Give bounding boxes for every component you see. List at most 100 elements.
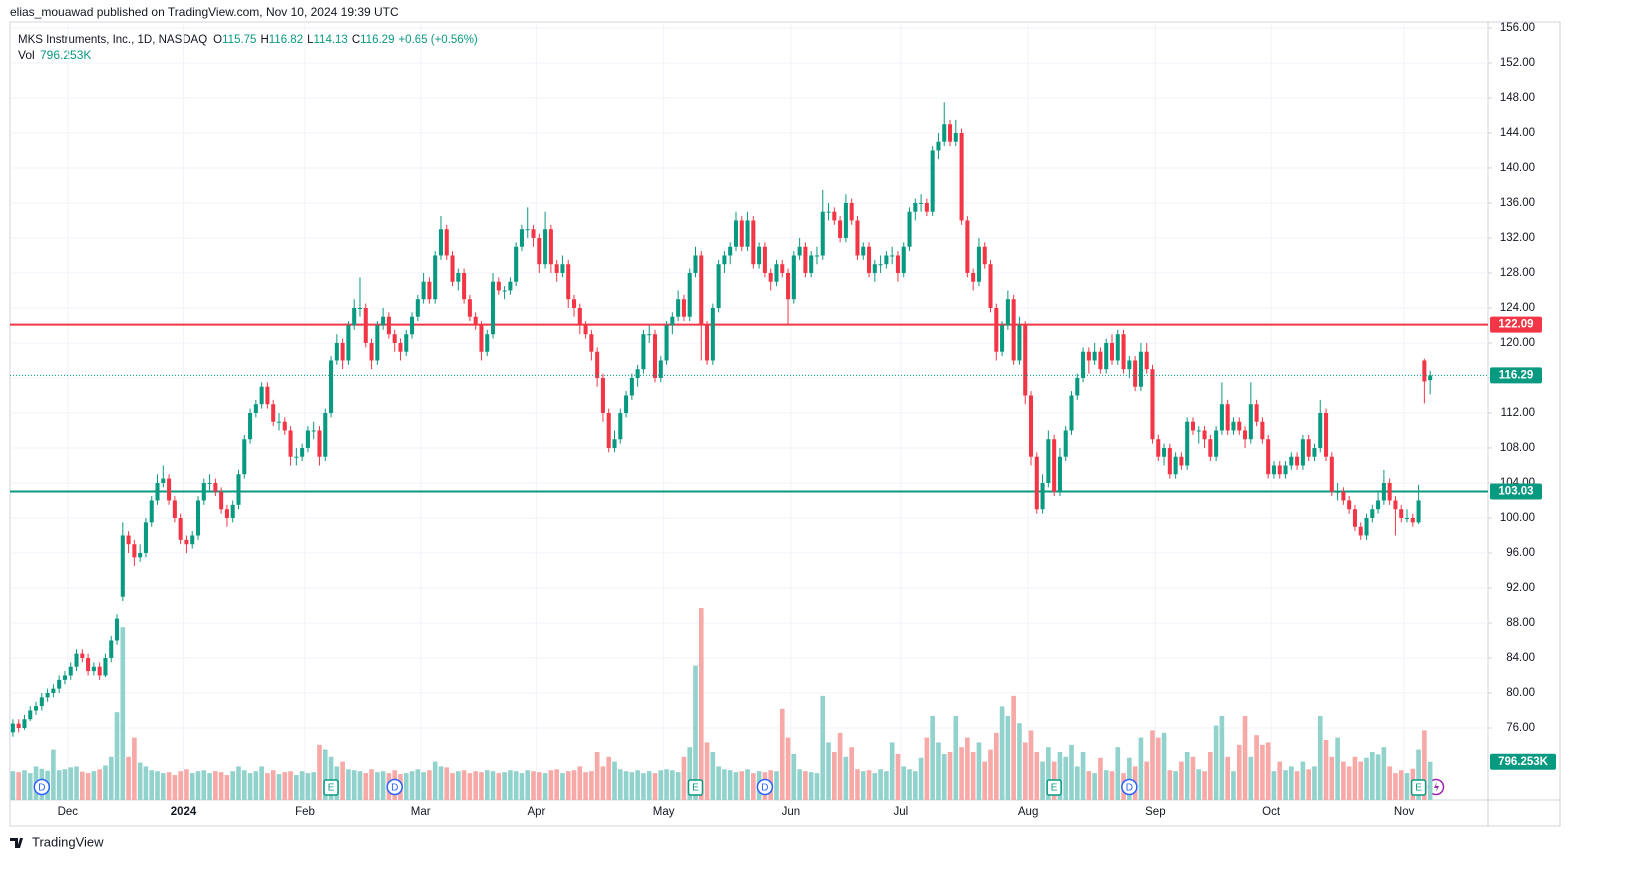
candle-body (357, 307, 363, 309)
y-tick-label: 136.00 (1500, 197, 1535, 209)
candle-body (28, 710, 33, 720)
volume-bar (247, 773, 253, 800)
candle-body (1381, 482, 1386, 501)
candle-body (1138, 351, 1143, 387)
volume-bar (311, 772, 317, 800)
event-label: D (38, 783, 45, 794)
volume-bar (1422, 730, 1427, 800)
candle-body (693, 255, 698, 273)
volume-bar (745, 769, 750, 800)
candle-body (184, 539, 189, 545)
volume-bar (970, 752, 976, 800)
volume-bar (1057, 752, 1063, 800)
volume-bar (1294, 771, 1300, 800)
candle-body (80, 653, 85, 658)
volume-bar (189, 773, 195, 800)
candle-body (757, 246, 762, 265)
candle-body (433, 255, 438, 300)
candle-body (224, 509, 229, 518)
candle-body (1387, 482, 1392, 501)
volume-bar (513, 771, 519, 800)
candle-body (1190, 421, 1196, 431)
volume-bar (91, 771, 97, 800)
candle-body (820, 211, 825, 256)
x-tick-label: 2024 (171, 806, 197, 818)
candle-body (1295, 456, 1300, 466)
volume-bar (126, 756, 131, 800)
volume-bar (270, 770, 276, 800)
candle-body (872, 264, 877, 273)
volume-bar (456, 771, 461, 800)
candle-body (982, 246, 987, 265)
volume-bar (502, 772, 507, 800)
candle-body (745, 220, 750, 247)
candle-body (1324, 412, 1329, 457)
volume-bar (1040, 761, 1045, 800)
candle-body (276, 421, 282, 423)
volume-bar (623, 771, 629, 800)
candle-body (1109, 342, 1115, 361)
volume-bar (357, 771, 363, 800)
volume-bar (1265, 742, 1271, 800)
candle-body (739, 220, 744, 247)
candle-body (45, 692, 50, 698)
volume-bar (565, 771, 571, 800)
volume-bar (178, 771, 183, 800)
candle-body (300, 447, 305, 457)
volume-bar (536, 772, 542, 800)
candle-body (733, 220, 739, 247)
volume-bar (947, 752, 953, 800)
candle-body (589, 334, 594, 352)
volume-bar (542, 773, 548, 800)
volume-bar (774, 771, 779, 800)
candle-body (1312, 447, 1317, 457)
candle-body (1150, 369, 1155, 440)
volume-bar (172, 775, 178, 800)
candle-body (352, 307, 357, 326)
volume-bar (1236, 744, 1242, 800)
candle-body (664, 325, 669, 361)
candle-body (259, 386, 264, 405)
x-tick-label: Oct (1262, 806, 1281, 818)
volume-bar (1098, 757, 1103, 800)
event-marker (1121, 778, 1138, 796)
volume-bar (51, 749, 56, 800)
candle-body (705, 325, 710, 361)
volume-bar (1173, 771, 1178, 800)
candle-body (606, 412, 611, 448)
y-tick-label: 152.00 (1500, 57, 1535, 69)
candle-body (1104, 342, 1109, 370)
candle-body (971, 272, 976, 282)
candle-body (768, 272, 773, 282)
x-tick-label: Apr (527, 806, 545, 818)
candle-body (1057, 456, 1062, 492)
volume-bar (687, 747, 693, 800)
candle-body (132, 544, 137, 558)
candle-body (681, 299, 686, 317)
ohlc-key: C (352, 34, 360, 46)
candle-body (612, 439, 617, 448)
volume-bar (299, 771, 305, 800)
candle-body (190, 535, 195, 545)
frame (9, 21, 1561, 827)
candle-body (68, 666, 73, 676)
candle-body (1127, 360, 1132, 370)
level-label: 103.03 (1498, 485, 1533, 497)
volume-bar (531, 771, 536, 800)
volume-bar (1387, 766, 1392, 800)
volume-bar (120, 627, 126, 800)
volume-bar (629, 772, 635, 800)
candle-body (1237, 421, 1242, 431)
volume-bar (421, 772, 426, 800)
last-price-tag (1490, 367, 1542, 384)
candle-body (1277, 465, 1282, 475)
volume-bar (1358, 761, 1364, 800)
volume-bar (340, 761, 345, 800)
volume-bar (652, 773, 658, 800)
volume-bar (635, 770, 640, 800)
volume-bar (907, 769, 912, 800)
candle-body (473, 316, 478, 326)
volume-bar (62, 769, 68, 800)
event-label: D (391, 783, 398, 794)
volume-bar (617, 769, 623, 800)
